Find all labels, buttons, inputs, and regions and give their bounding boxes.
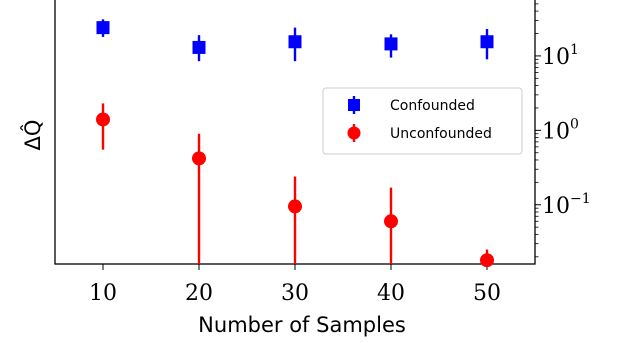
legend: Confounded Unconfounded — [322, 87, 523, 155]
data-point — [288, 199, 302, 214]
y-tick-label: 100 — [542, 116, 579, 144]
data-point — [384, 214, 398, 229]
data-point — [192, 40, 206, 54]
x-tick-label: 20 — [185, 281, 213, 306]
legend-label: Unconfounded — [390, 126, 492, 142]
data-point — [384, 37, 398, 51]
x-axis: 10 20 30 40 50 — [89, 264, 501, 306]
series-layer — [96, 19, 494, 268]
x-tick-label: 50 — [473, 281, 501, 306]
data-point — [96, 21, 110, 35]
data-point — [480, 253, 494, 268]
y-axis: 101 100 10−1 — [535, 3, 591, 258]
data-point — [96, 112, 110, 127]
y-tick-label: 101 — [542, 42, 579, 70]
data-point — [192, 151, 206, 166]
y-tick-label: 10−1 — [542, 191, 591, 219]
series-unconfounded — [96, 103, 494, 268]
y-axis-label: ΔQ̂ — [20, 120, 45, 151]
x-axis-label: Number of Samples — [198, 313, 406, 337]
legend-box — [322, 87, 523, 155]
x-tick-label: 30 — [281, 281, 309, 306]
x-tick-label: 10 — [89, 281, 117, 306]
series-confounded — [96, 19, 494, 62]
data-point — [288, 35, 302, 49]
legend-label: Confounded — [390, 98, 475, 114]
legend-marker — [348, 99, 360, 111]
legend-marker — [347, 126, 361, 140]
x-tick-label: 40 — [377, 281, 405, 306]
data-point — [480, 35, 494, 49]
